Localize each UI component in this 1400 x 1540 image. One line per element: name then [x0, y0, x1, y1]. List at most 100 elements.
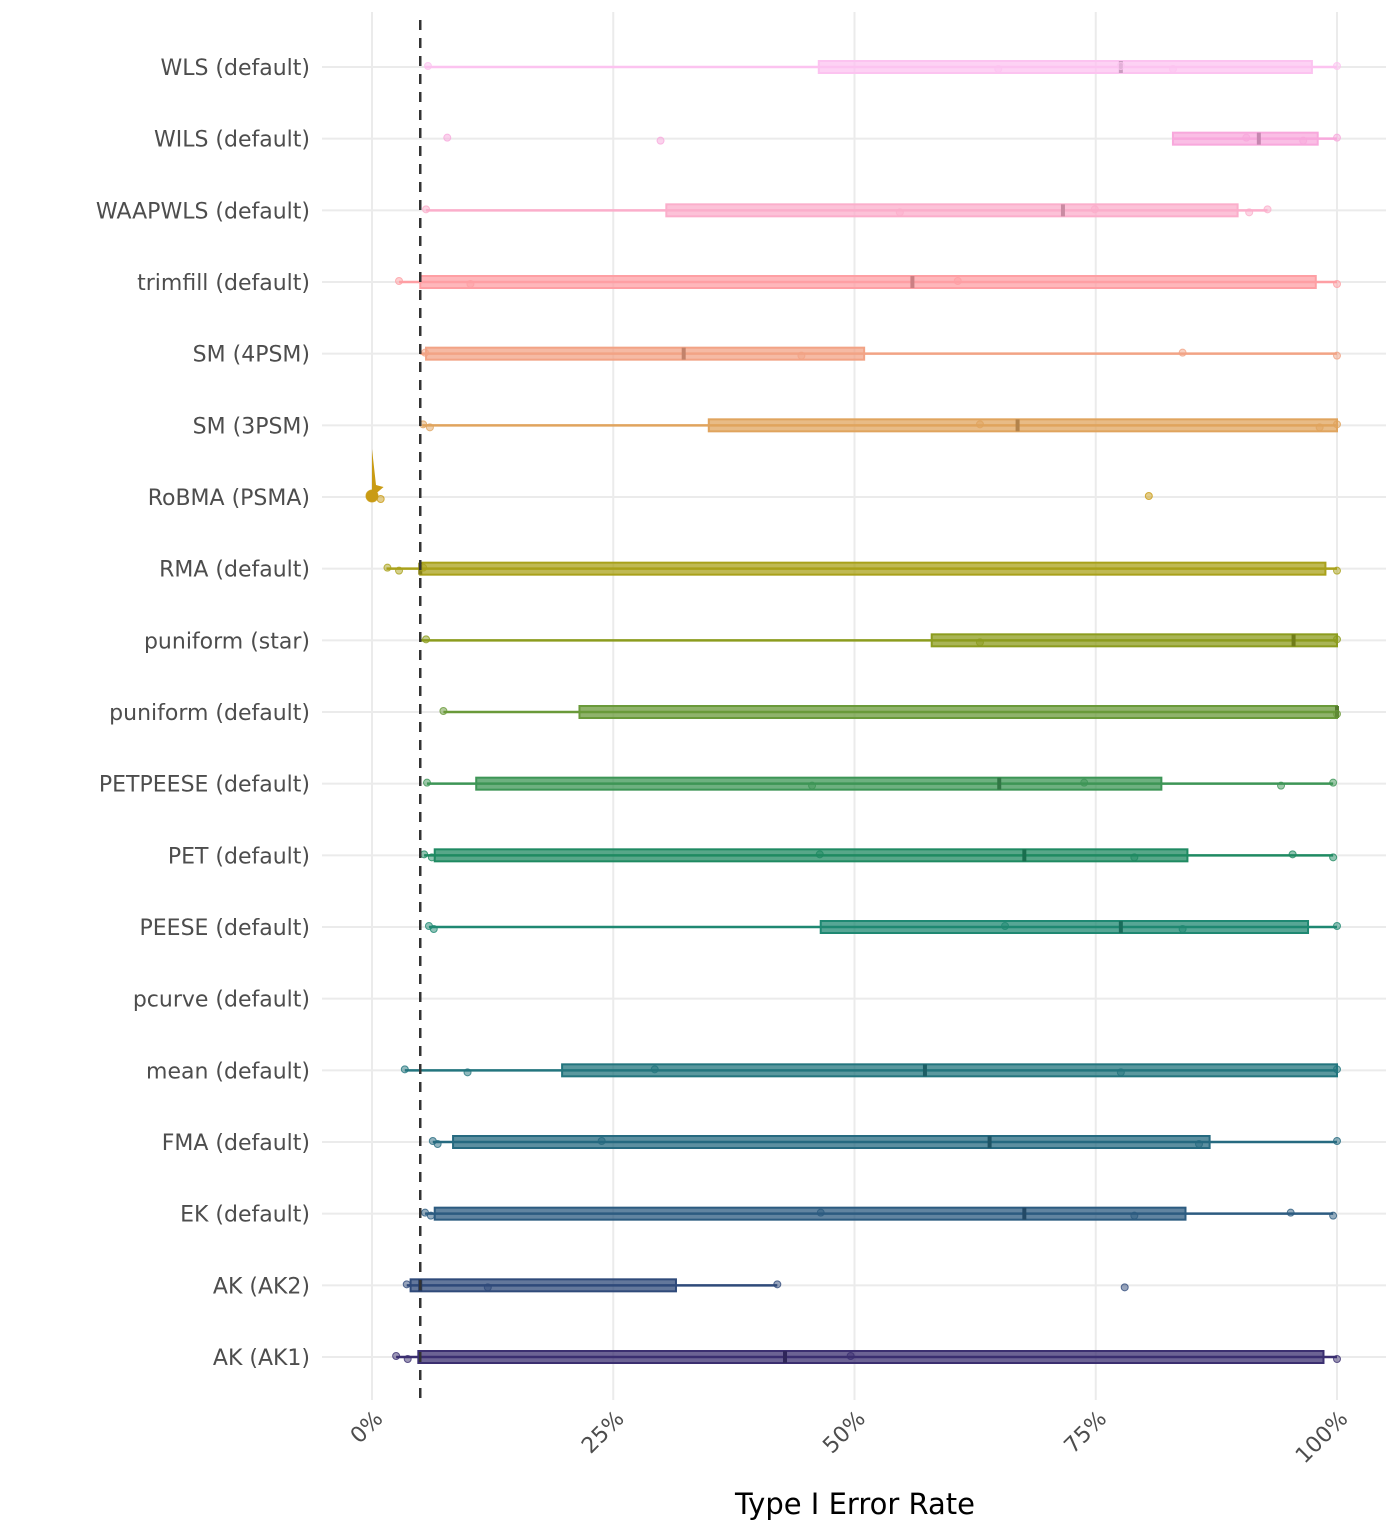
interval-bar	[817, 60, 1313, 74]
x-tick-label: 0%	[346, 1407, 388, 1449]
series-row	[439, 705, 1341, 719]
data-point	[1333, 1137, 1341, 1145]
data-point	[403, 1355, 412, 1363]
y-tick-label: trimfill (default)	[137, 271, 310, 296]
y-tick-label: AK (AK1)	[213, 1346, 310, 1371]
data-point	[1001, 922, 1010, 930]
data-point	[392, 1352, 401, 1360]
data-point	[953, 277, 962, 285]
data-point	[1178, 925, 1187, 933]
interval-bar	[452, 1135, 1211, 1149]
data-point	[808, 781, 817, 790]
data-point	[383, 563, 392, 572]
data-point	[402, 1280, 411, 1289]
data-point	[1178, 348, 1187, 357]
interval-bar	[433, 1206, 1187, 1221]
data-point	[421, 348, 430, 357]
series-row	[400, 1063, 1341, 1078]
data-point	[1195, 1140, 1204, 1148]
data-point	[1277, 781, 1286, 790]
x-tick-label: 75%	[1060, 1407, 1112, 1459]
series-row	[422, 203, 1272, 218]
x-tick-label: 25%	[577, 1407, 629, 1459]
interval-bar	[433, 848, 1189, 863]
data-point	[1329, 1211, 1338, 1220]
y-tick-label: WLS (default)	[160, 56, 310, 81]
y-tick-label: WILS (default)	[154, 128, 310, 153]
data-point	[1120, 1283, 1129, 1292]
data-point	[426, 1211, 435, 1220]
series-row	[395, 275, 1341, 289]
y-tick-label: SM (3PSM)	[193, 414, 310, 439]
y-tick-label: AK (AK2)	[213, 1274, 310, 1299]
data-point	[443, 133, 452, 142]
data-point	[1333, 62, 1341, 70]
data-point	[975, 420, 984, 429]
data-point	[1329, 853, 1338, 862]
density-spike	[372, 449, 384, 497]
data-point	[1333, 566, 1341, 575]
y-tick-label: FMA (default)	[162, 1131, 310, 1156]
data-point	[846, 1352, 855, 1360]
series-row	[420, 848, 1338, 863]
data-point	[395, 566, 404, 575]
data-point	[994, 65, 1003, 73]
interval-bar	[819, 920, 1310, 934]
data-point	[427, 853, 436, 862]
data-point	[1130, 1211, 1139, 1220]
interval-bar	[561, 1063, 1338, 1078]
data-point	[1315, 423, 1324, 432]
series-row	[419, 418, 1341, 433]
series-row	[421, 1206, 1338, 1221]
data-point	[429, 925, 438, 933]
data-point	[1130, 853, 1139, 862]
y-tick-label: puniform (star)	[144, 629, 310, 654]
interval-bar	[707, 418, 1338, 433]
series-row	[424, 920, 1341, 934]
y-axis-labels: WLS (default) WILS (default) WAAPWLS (defa…	[96, 56, 310, 1371]
data-point	[439, 707, 448, 715]
y-tick-label: PETPEESE (default)	[99, 773, 310, 798]
data-point	[1333, 635, 1341, 644]
data-point	[1116, 1068, 1125, 1077]
data-point	[1299, 136, 1308, 145]
interval-bar	[665, 203, 1239, 218]
interval-bar	[475, 776, 1163, 791]
y-tick-label: RoBMA (PSMA)	[148, 486, 310, 511]
series-row	[443, 131, 1341, 146]
data-point	[1333, 710, 1341, 718]
data-point	[1329, 778, 1338, 787]
data-point	[1245, 208, 1254, 217]
interval-bar	[578, 705, 1338, 719]
interval-bar	[930, 633, 1338, 648]
y-tick-label: SM (4PSM)	[193, 343, 310, 368]
data-point	[1333, 1065, 1341, 1074]
data-point	[815, 850, 824, 859]
data-point	[423, 62, 432, 70]
data-point	[1242, 133, 1251, 142]
data-point	[423, 778, 432, 787]
data-point	[650, 1065, 659, 1074]
series-row	[428, 1135, 1341, 1149]
data-point	[1080, 778, 1089, 787]
x-tick-label: 50%	[818, 1407, 870, 1459]
interval-bar	[419, 275, 1317, 289]
data-point	[1333, 280, 1341, 288]
data-point	[400, 1065, 409, 1074]
data-point	[656, 136, 665, 145]
data-point	[1333, 351, 1341, 360]
data-point	[365, 489, 379, 503]
data-point	[1090, 205, 1099, 214]
data-point	[1286, 1208, 1295, 1217]
data-point	[425, 423, 434, 432]
data-point	[422, 205, 431, 214]
y-tick-label: WAAPWLS (default)	[96, 199, 310, 224]
y-tick-label: PEESE (default)	[140, 916, 311, 941]
y-tick-label: EK (default)	[180, 1203, 310, 1228]
data-point	[1168, 65, 1177, 73]
data-point	[463, 1068, 472, 1077]
data-point	[895, 208, 904, 217]
y-tick-label: RMA (default)	[159, 558, 310, 583]
data-point	[376, 495, 385, 503]
data-point	[1263, 205, 1272, 214]
